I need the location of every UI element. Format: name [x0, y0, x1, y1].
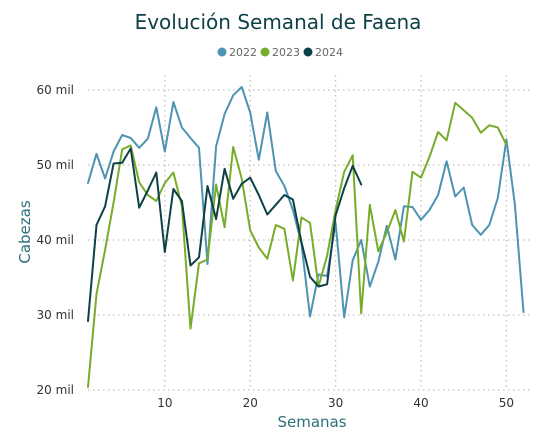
- series-line-2024: [87, 147, 363, 322]
- series-line-2022: [87, 86, 525, 319]
- y-tick-label: 20 mil: [37, 383, 74, 397]
- y-axis-ticks: 20 mil 30 mil 40 mil 50 mil 60 mil: [37, 83, 74, 397]
- legend-label: 2023: [272, 46, 300, 59]
- series-line-2023: [87, 101, 508, 388]
- legend-marker-2023: [260, 47, 270, 57]
- y-tick-label: 50 mil: [37, 158, 74, 172]
- x-tick-label: 40: [413, 396, 428, 410]
- x-tick-label: 10: [157, 396, 172, 410]
- legend-marker-2022: [217, 47, 227, 57]
- x-axis-ticks: 10 20 30 40 50: [157, 396, 514, 410]
- legend: 2022 2023 2024: [217, 46, 343, 59]
- legend-label: 2022: [229, 46, 257, 59]
- x-tick-label: 30: [328, 396, 343, 410]
- series-lines: [87, 86, 525, 388]
- y-tick-label: 30 mil: [37, 308, 74, 322]
- legend-marker-2024: [303, 47, 313, 57]
- x-tick-label: 50: [499, 396, 514, 410]
- x-axis-label: Semanas: [277, 413, 346, 431]
- chart-title: Evolución Semanal de Faena: [135, 10, 422, 34]
- y-axis-label: Cabezas: [16, 200, 34, 263]
- legend-label: 2024: [315, 46, 343, 59]
- gridlines: [88, 75, 532, 391]
- x-tick-label: 20: [243, 396, 258, 410]
- y-tick-label: 60 mil: [37, 83, 74, 97]
- y-tick-label: 40 mil: [37, 233, 74, 247]
